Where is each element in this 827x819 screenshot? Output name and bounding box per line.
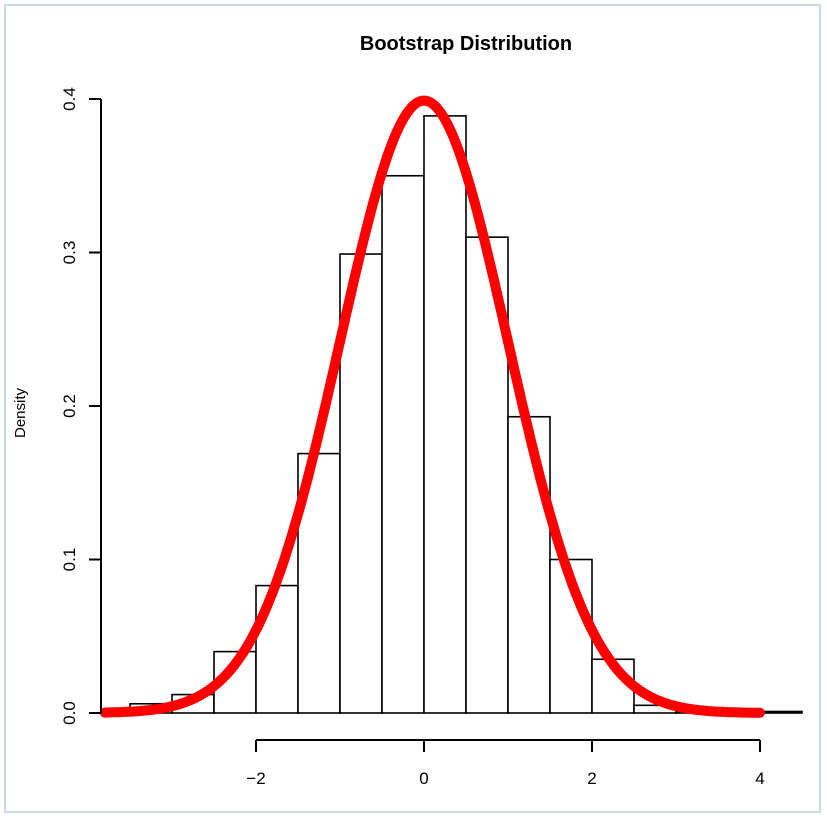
y-tick-label: 0.3 — [60, 241, 79, 265]
histogram-bar — [759, 710, 803, 714]
y-tick-label: 0.0 — [60, 701, 79, 725]
density-curve-layer — [99, 95, 765, 718]
y-axis-label: Density — [12, 387, 29, 438]
histogram-bar — [339, 253, 383, 714]
histogram-bar — [381, 174, 425, 714]
x-tick-label: 4 — [755, 769, 764, 788]
chart-title: Bootstrap Distribution — [360, 33, 572, 55]
y-axis: 0.0 0.1 0.2 0.3 0.4 — [60, 87, 102, 725]
x-tick-label: 2 — [587, 769, 596, 788]
histogram-bars — [129, 115, 803, 714]
y-tick-label: 0.4 — [60, 87, 79, 111]
x-tick-label: 0 — [419, 769, 428, 788]
density-curve — [99, 95, 765, 718]
histogram-bar — [507, 415, 551, 714]
x-tick-label: −2 — [246, 769, 265, 788]
x-axis: −2 0 2 4 — [246, 739, 765, 788]
y-tick-label: 0.1 — [60, 548, 79, 572]
histogram-bar — [549, 558, 593, 714]
histogram-bar — [423, 115, 467, 714]
y-tick-label: 0.2 — [60, 394, 79, 418]
